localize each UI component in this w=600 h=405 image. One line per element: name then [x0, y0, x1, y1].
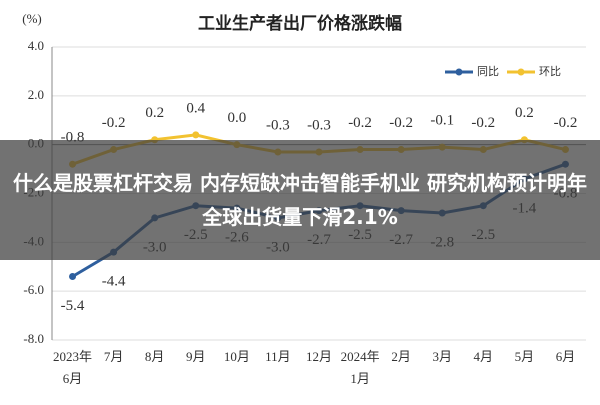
x-tick-label: 10月 — [224, 349, 250, 364]
x-tick-label: 2023年 6月 — [53, 349, 92, 386]
x-tick-label: 12月 — [306, 349, 332, 364]
chart-title: 工业生产者出厂价格涨跌幅 — [198, 13, 402, 34]
value-label: 0.2 — [145, 105, 164, 121]
value-label: -0.3 — [266, 117, 290, 133]
value-label: 0.0 — [227, 110, 246, 126]
value-label: -0.1 — [430, 113, 454, 129]
y-tick-label: -8.0 — [23, 331, 44, 346]
y-axis-label: (%) — [22, 11, 42, 26]
x-tick-label: 2月 — [391, 349, 411, 364]
x-tick-label: 7月 — [104, 349, 124, 364]
x-tick-label: 6月 — [556, 349, 576, 364]
legend-label: 环比 — [539, 65, 561, 78]
value-label: 0.4 — [186, 100, 205, 116]
legend-marker — [455, 68, 463, 76]
value-label: -0.2 — [554, 115, 578, 131]
value-label: -5.4 — [61, 298, 85, 314]
y-tick-label: 2.0 — [28, 87, 44, 102]
y-tick-label: -6.0 — [23, 282, 44, 297]
value-label: -0.2 — [471, 115, 495, 131]
x-tick-label: 8月 — [145, 349, 165, 364]
legend-label: 同比 — [477, 65, 499, 78]
value-label: 0.2 — [515, 105, 534, 121]
y-tick-label: 4.0 — [28, 38, 44, 53]
news-banner: 什么是股票杠杆交易 内存短缺冲击智能手机业 研究机构预计明年全球出货量下滑2.1… — [0, 140, 600, 260]
value-label: -0.2 — [389, 115, 413, 131]
x-tick-label: 3月 — [432, 349, 452, 364]
x-tick-label: 5月 — [515, 349, 535, 364]
value-label: -0.2 — [348, 115, 372, 131]
value-label: -0.2 — [102, 115, 126, 131]
x-tick-label: 4月 — [474, 349, 494, 364]
data-point — [192, 131, 200, 139]
value-label: -4.4 — [102, 274, 126, 290]
x-tick-label: 9月 — [186, 349, 206, 364]
data-point — [69, 273, 77, 281]
value-label: -0.3 — [307, 117, 331, 133]
x-tick-label: 2024年 1月 — [341, 349, 380, 386]
legend-marker — [517, 68, 525, 76]
banner-text: 什么是股票杠杆交易 内存短缺冲击智能手机业 研究机构预计明年全球出货量下滑2.1… — [13, 171, 587, 229]
x-tick-label: 11月 — [265, 349, 291, 364]
